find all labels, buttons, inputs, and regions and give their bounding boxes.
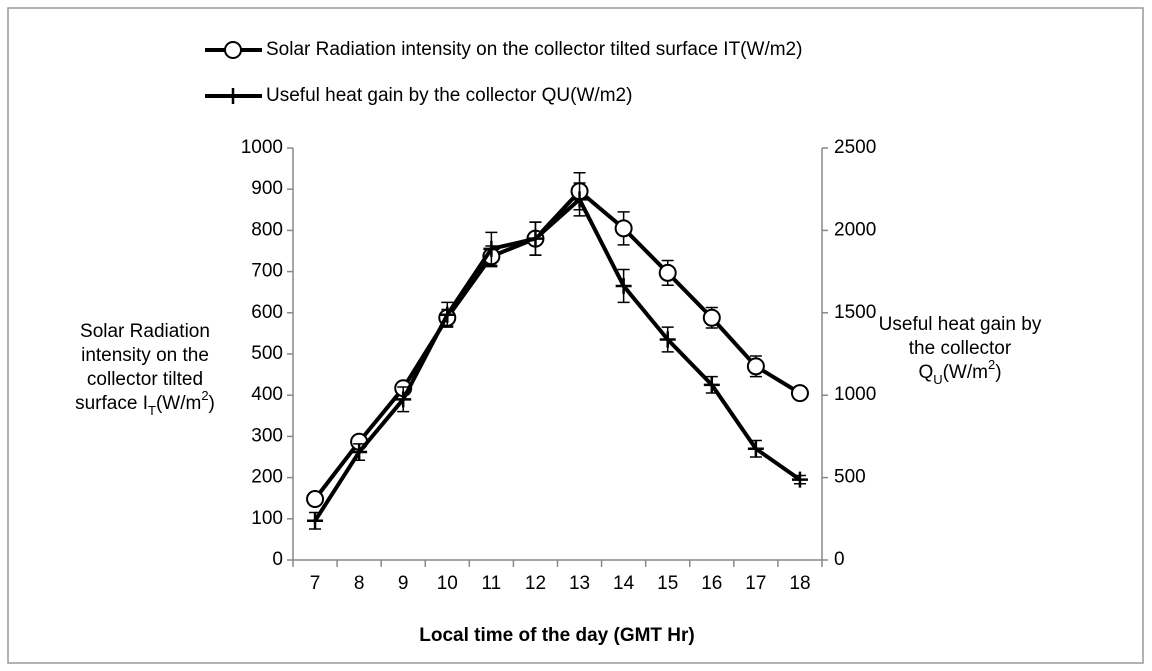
point-marker (747, 440, 764, 457)
y-tick-label: 0 (272, 549, 283, 570)
point-marker (351, 444, 368, 461)
point-marker (225, 88, 241, 104)
x-axis-label: Local time of the day (GMT Hr) (419, 625, 695, 646)
y2-tick-label: 1500 (834, 302, 876, 323)
y2-axis-label: Useful heat gain by (879, 314, 1042, 335)
legend-label: Solar Radiation intensity on the collect… (266, 39, 802, 60)
y-axis-label: surface IT(W/m2) (75, 388, 215, 418)
x-tick-label: 8 (354, 573, 365, 594)
y-tick-label: 200 (251, 467, 283, 488)
y-tick-label: 500 (251, 343, 283, 364)
y-tick-label: 600 (251, 302, 283, 323)
y2-tick-label: 2000 (834, 219, 876, 240)
x-tick-label: 9 (398, 573, 409, 594)
point-marker (703, 376, 720, 393)
point-marker (395, 391, 412, 408)
y-axis-label-part: surface I (75, 393, 148, 414)
y2-tick-label: 0 (834, 549, 845, 570)
point-marker (702, 308, 721, 327)
point-marker (224, 41, 242, 59)
x-tick-label: 17 (745, 573, 766, 594)
y2-axis-label-part: (W/m (943, 362, 988, 383)
chart-frame (7, 7, 1144, 664)
point-marker (483, 240, 500, 257)
y2-axis-label-part: U (933, 372, 942, 387)
y-axis-label: collector tilted (87, 369, 203, 390)
y-axis-label-part: ) (209, 393, 215, 414)
series-line (313, 197, 802, 522)
point-marker (527, 230, 544, 247)
y-axis-label-part: T (148, 403, 156, 418)
y-tick-label: 900 (251, 178, 283, 199)
y-tick-label: 1000 (241, 137, 283, 158)
y-tick-label: 300 (251, 425, 283, 446)
point-marker (791, 471, 808, 488)
point-marker (659, 331, 676, 348)
legend-label: Useful heat gain by the collector QU(W/m… (266, 85, 632, 106)
point-marker (790, 384, 809, 403)
point-marker (307, 512, 324, 529)
y-axis-label-part: 2 (201, 388, 208, 403)
y-tick-label: 400 (251, 384, 283, 405)
x-tick-label: 11 (482, 573, 502, 594)
y-tick-label: 100 (251, 508, 283, 529)
point-marker (439, 306, 456, 323)
x-tick-label: 15 (657, 573, 678, 594)
point-marker (306, 490, 325, 509)
y-tick-label: 700 (251, 261, 283, 282)
point-marker (615, 277, 632, 294)
x-tick-label: 14 (613, 573, 635, 594)
y2-axis-label: QU(W/m2) (918, 357, 1001, 387)
y2-tick-label: 2500 (834, 137, 876, 158)
y-axis-label: intensity on the (81, 345, 209, 366)
x-tick-label: 10 (437, 573, 458, 594)
y-axis-label: Solar Radiation (80, 321, 210, 342)
x-tick-label: 7 (310, 573, 321, 594)
y2-axis-label-part: 2 (988, 357, 995, 372)
y2-tick-label: 500 (834, 467, 866, 488)
y-axis-label-part: (W/m (156, 393, 201, 414)
x-tick-label: 12 (525, 573, 546, 594)
y2-tick-label: 1000 (834, 384, 876, 405)
point-marker (571, 191, 588, 208)
x-tick-label: 18 (789, 573, 810, 594)
x-tick-label: 13 (569, 573, 590, 594)
y-tick-label: 800 (251, 219, 283, 240)
point-marker (658, 263, 677, 282)
y2-axis-label: the collector (909, 338, 1012, 359)
x-tick-label: 16 (701, 573, 722, 594)
series-line (313, 189, 801, 501)
point-marker (746, 357, 765, 376)
y2-axis-label-part: Q (918, 362, 933, 383)
point-marker (614, 219, 633, 238)
y2-axis-label-part: ) (995, 362, 1001, 383)
